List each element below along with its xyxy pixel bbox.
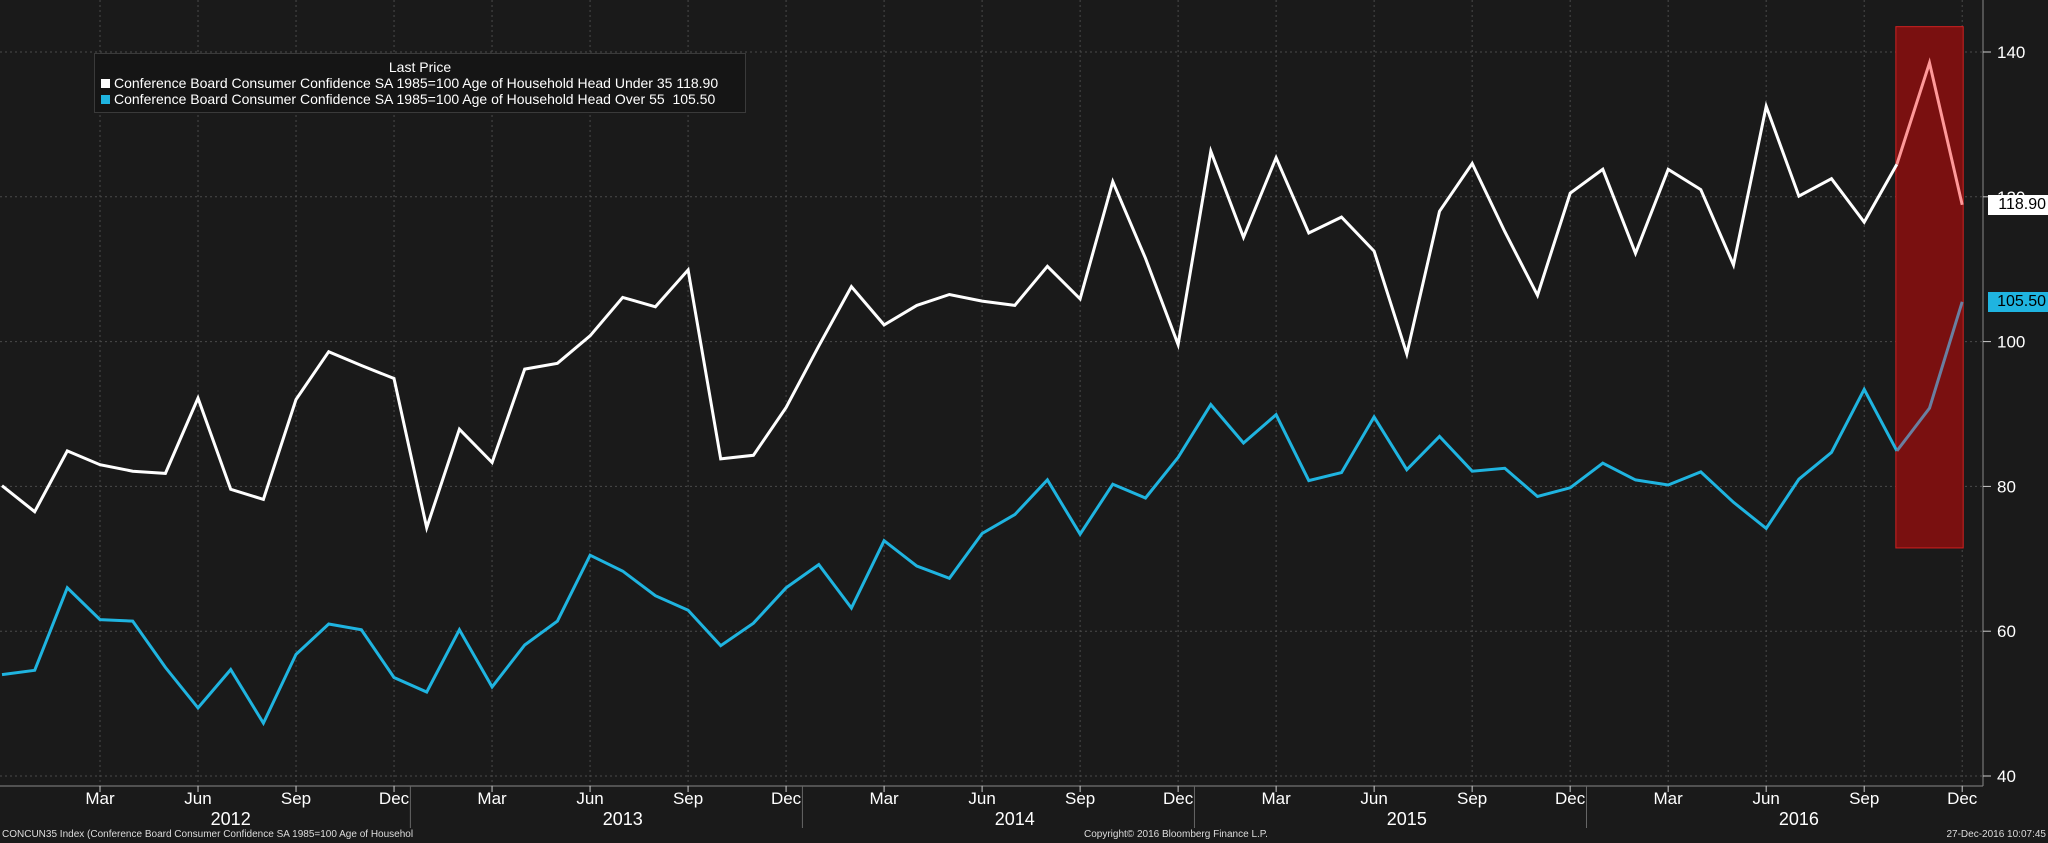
legend-item-over-55: Conference Board Consumer Confidence SA … (95, 91, 745, 107)
gridlines (0, 0, 1983, 786)
x-tick-label: Jun (1752, 789, 1779, 808)
footer-timestamp: 27-Dec-2016 10:07:45 (1946, 829, 2046, 840)
x-tick-label: Mar (477, 789, 507, 808)
x-axis: Mar Jun Sep Dec Mar Jun Sep Dec Mar Jun Sep Dec Mar J… (85, 786, 1978, 829)
series-line-over-55-highlighted (1895, 301, 1964, 452)
footer-index-label: CONCUN35 Index (Conference Board Consume… (2, 829, 414, 840)
series-line-under-35 (1, 100, 1899, 534)
x-tick-label: Mar (1261, 789, 1291, 808)
x-tick-label: Dec (771, 789, 802, 808)
y-tick-label: 80 (1997, 477, 2016, 496)
x-tick-label: Jun (184, 789, 211, 808)
x-tick-label: Jun (576, 789, 603, 808)
last-value-tag-under-35: 118.90 (1988, 194, 2048, 215)
y-axis: 406080100120140 (1983, 43, 2025, 786)
legend-value-over-55: 105.50 (672, 91, 716, 107)
legend-title: Last Price (388, 59, 452, 75)
legend-value-under-35: 118.90 (676, 75, 719, 91)
x-tick-label: Sep (1849, 789, 1879, 808)
legend-label-under-35: Conference Board Consumer Confidence SA … (114, 75, 673, 91)
series-lines (1, 57, 1964, 727)
x-tick-label: Dec (379, 789, 410, 808)
x-tick-label: Mar (85, 789, 115, 808)
x-tick-label: Sep (1457, 789, 1487, 808)
legend-label-over-55: Conference Board Consumer Confidence SA … (114, 91, 665, 107)
year-label: 2012 (211, 809, 251, 829)
highlight-box (1895, 26, 1964, 549)
year-label: 2015 (1387, 809, 1427, 829)
y-tick-label: 140 (1997, 43, 2025, 62)
year-label: 2014 (995, 809, 1035, 829)
x-tick-label: Dec (1555, 789, 1586, 808)
legend-swatch-blue (101, 95, 110, 104)
x-tick-label: Dec (1163, 789, 1194, 808)
x-tick-label: Sep (1065, 789, 1095, 808)
year-label: 2013 (603, 809, 643, 829)
legend-swatch-white (101, 79, 110, 88)
x-tick-label: Mar (869, 789, 899, 808)
x-tick-label: Jun (1360, 789, 1387, 808)
y-tick-label: 60 (1997, 622, 2016, 641)
x-tick-label: Jun (968, 789, 995, 808)
x-tick-label: Mar (1654, 789, 1684, 808)
footer-copyright: Copyright© 2016 Bloomberg Finance L.P. (1084, 829, 1268, 840)
x-tick-label: Sep (673, 789, 703, 808)
series-line-under-35-highlighted (1895, 57, 1964, 206)
legend-item-under-35: Conference Board Consumer Confidence SA … (95, 75, 745, 91)
last-value-tag-over-55: 105.50 (1988, 291, 2048, 312)
y-tick-label: 100 (1997, 333, 2025, 352)
x-tick-label: Dec (1947, 789, 1978, 808)
series-line-over-55 (1, 386, 1899, 727)
y-tick-label: 40 (1997, 767, 2016, 786)
legend: Last Price Conference Board Consumer Con… (94, 53, 746, 113)
x-tick-label: Sep (281, 789, 311, 808)
year-label: 2016 (1779, 809, 1819, 829)
